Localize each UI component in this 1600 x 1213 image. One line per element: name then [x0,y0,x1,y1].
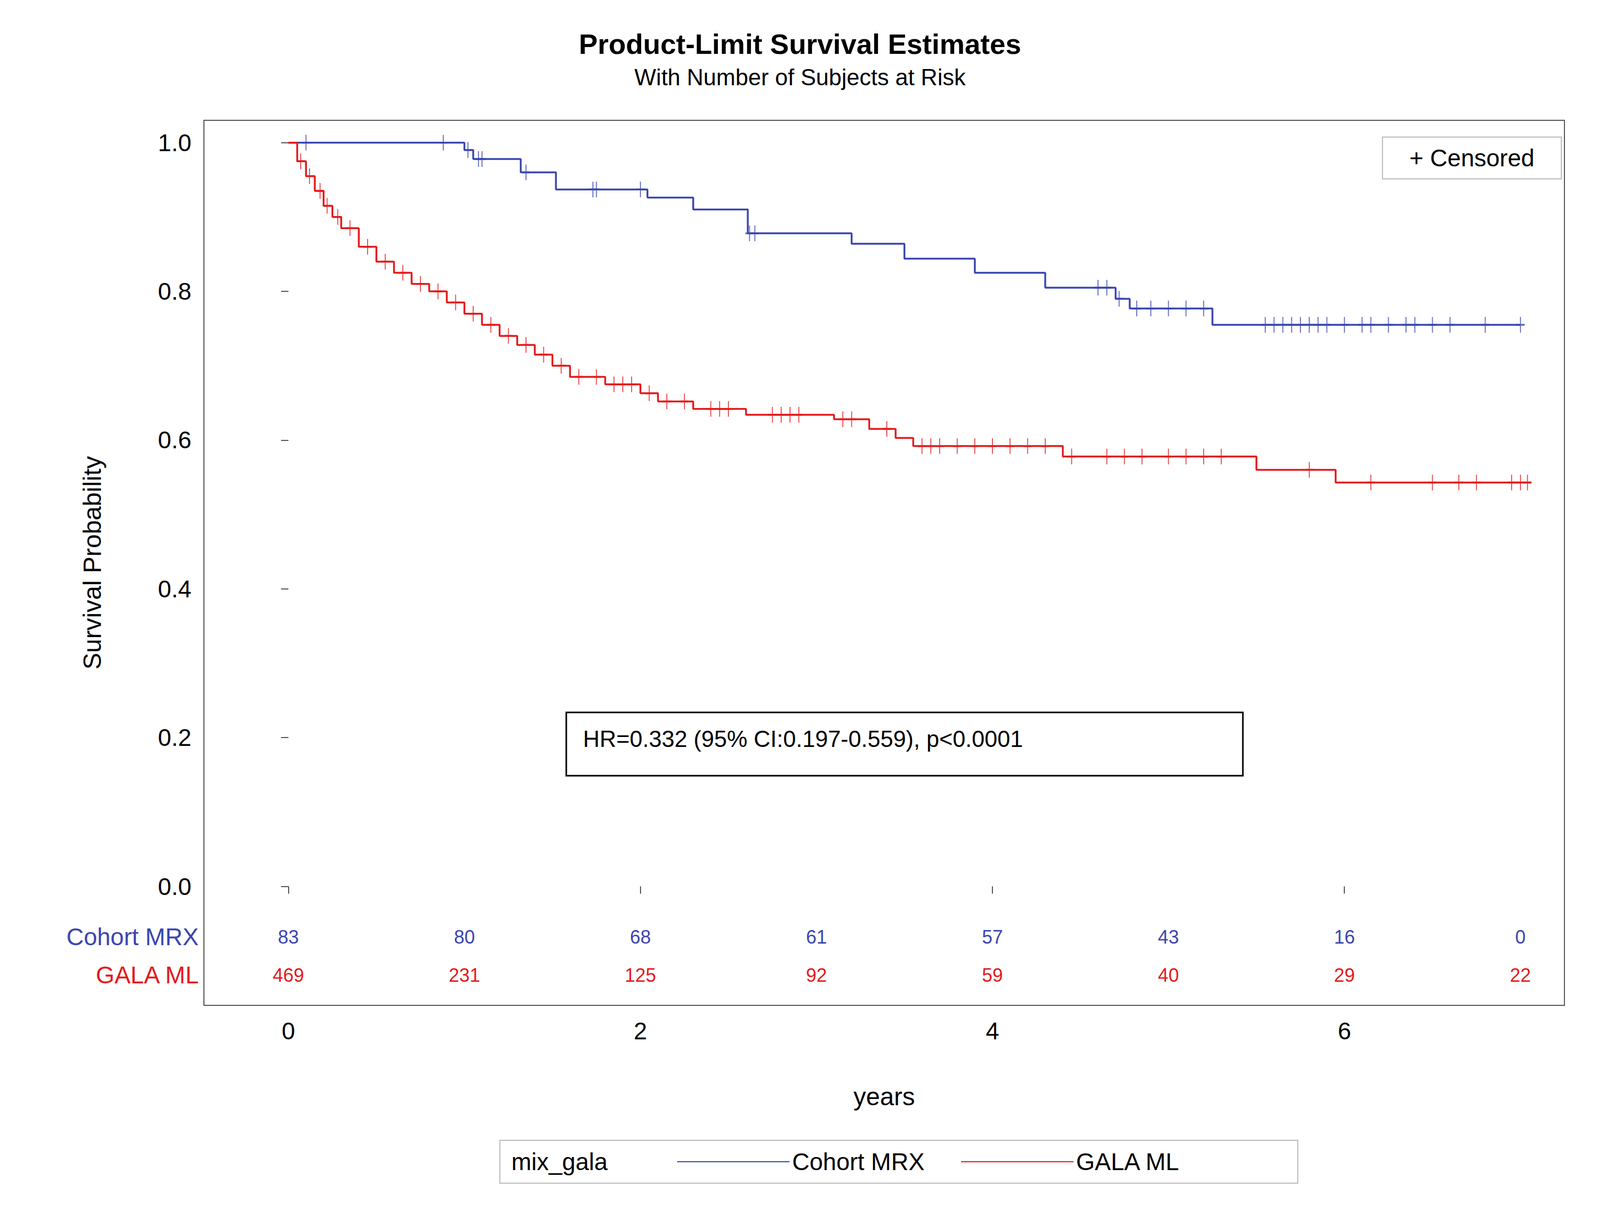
svg-text:80: 80 [453,926,475,948]
svg-text:59: 59 [981,964,1003,986]
svg-text:0: 0 [281,1016,296,1045]
svg-text:mix_gala: mix_gala [511,1147,609,1175]
svg-text:0: 0 [1515,926,1526,948]
svg-text:125: 125 [624,964,657,986]
svg-text:43: 43 [1158,926,1180,948]
svg-text:57: 57 [981,926,1003,948]
svg-text:469: 469 [272,964,305,986]
svg-text:0.4: 0.4 [157,575,192,603]
svg-text:0.0: 0.0 [157,872,192,900]
svg-text:1.0: 1.0 [157,129,192,157]
svg-text:83: 83 [278,926,300,948]
svg-text:231: 231 [448,964,480,986]
svg-text:6: 6 [1337,1016,1352,1045]
svg-text:40: 40 [1158,964,1180,986]
svg-text:+ Censored: + Censored [1409,144,1535,172]
svg-text:GALA ML: GALA ML [95,961,199,989]
svg-text:years: years [853,1082,915,1111]
svg-text:61: 61 [805,926,827,948]
svg-text:68: 68 [630,926,651,948]
svg-text:Cohort MRX: Cohort MRX [66,922,199,951]
svg-text:Cohort MRX: Cohort MRX [792,1147,925,1175]
svg-text:Product-Limit Survival Estimat: Product-Limit Survival Estimates [578,28,1022,60]
svg-text:92: 92 [805,964,827,986]
svg-text:0.8: 0.8 [157,277,192,305]
svg-text:With Number of Subjects at Ris: With Number of Subjects at Risk [634,64,966,90]
svg-text:2: 2 [633,1016,648,1045]
svg-text:0.2: 0.2 [157,723,192,751]
svg-text:4: 4 [985,1016,1000,1045]
svg-text:29: 29 [1333,964,1355,986]
svg-text:Survival Probability: Survival Probability [78,455,107,670]
svg-text:16: 16 [1333,926,1355,948]
svg-text:22: 22 [1510,964,1531,986]
svg-text:GALA ML: GALA ML [1076,1147,1180,1175]
svg-text:0.6: 0.6 [157,426,192,454]
svg-text:HR=0.332 (95% CI:0.197-0.559),: HR=0.332 (95% CI:0.197-0.559), p<0.0001 [583,725,1023,752]
